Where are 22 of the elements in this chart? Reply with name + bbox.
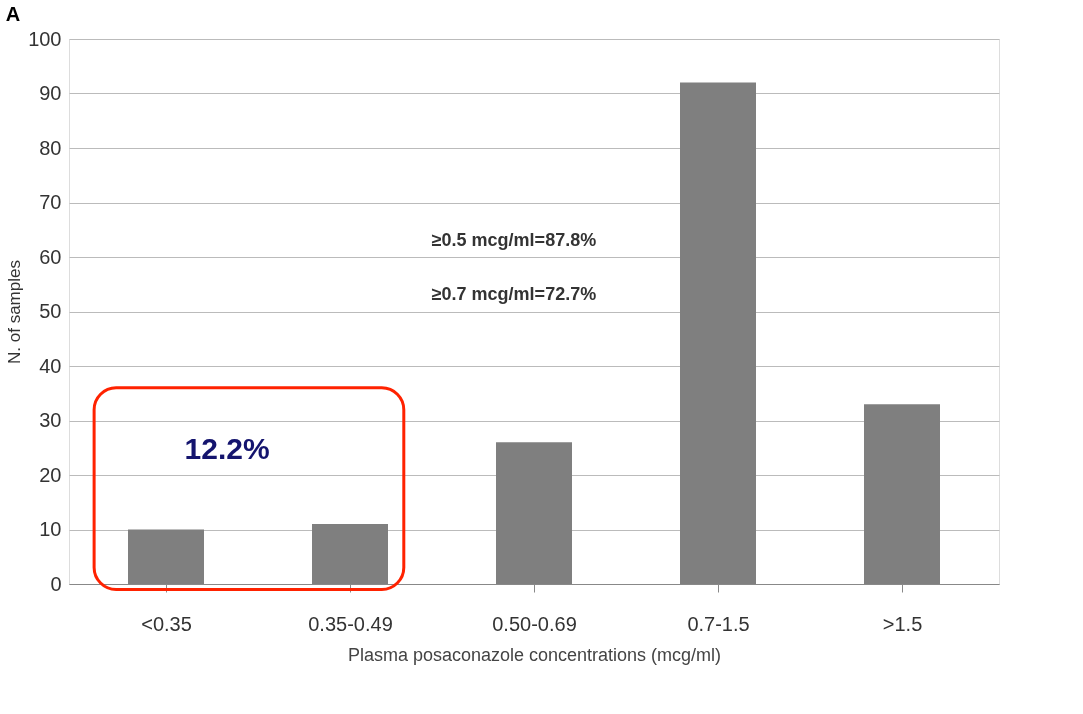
chart-title: A (5, 3, 21, 25)
y-tick-label: 30 (39, 409, 62, 431)
y-tick-label: 40 (39, 354, 62, 377)
y-tick-label: 70 (39, 191, 62, 213)
y-tick-label: 90 (39, 82, 62, 104)
annotation: ≥0.7 mcg/ml=72.7% (431, 284, 597, 305)
x-tick-label: 0.35-0.49 (308, 612, 393, 635)
y-tick-label: 10 (39, 518, 62, 540)
annotation: 12.2% (184, 432, 270, 466)
x-axis-title: Plasma posaconazole concentrations (mcg/ml) (347, 644, 722, 665)
y-tick-label: 60 (39, 245, 62, 268)
x-tick-label: <0.35 (141, 612, 192, 635)
y-tick-label: 20 (39, 463, 62, 486)
x-tick-label: 0.7-1.5 (687, 612, 750, 635)
annotation: ≥0.5 mcg/ml=87.8% (431, 229, 597, 250)
y-tick-label: 100 (28, 27, 62, 50)
y-axis-title: N. of samples (5, 260, 25, 364)
y-tick-label: 0 (50, 572, 62, 595)
y-tick-label: 50 (39, 300, 62, 322)
y-tick-label: 80 (39, 136, 62, 159)
x-tick-label: >1.5 (882, 612, 923, 635)
x-tick-label: 0.50-0.69 (492, 612, 577, 635)
